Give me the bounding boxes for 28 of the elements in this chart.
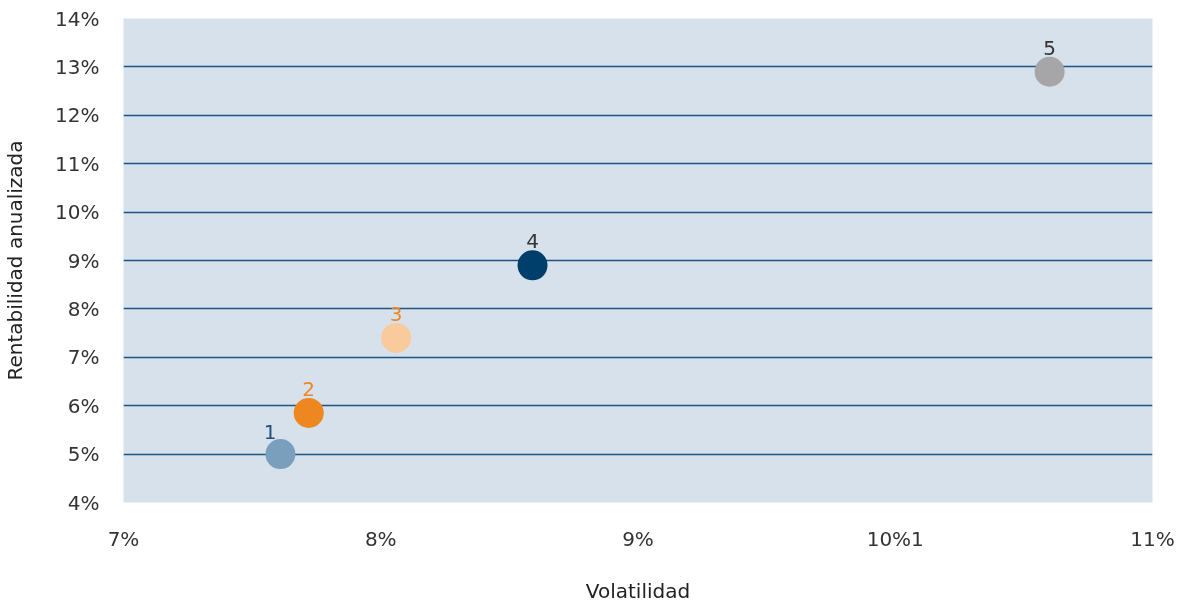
x-tick-label: 9% — [622, 526, 654, 551]
y-tick-label: 13% — [55, 54, 100, 79]
x-tick-label: 10%1 — [866, 526, 924, 551]
series-label: 3 — [389, 301, 403, 326]
y-tick-label: 4% — [67, 490, 100, 515]
series-label: 2 — [302, 376, 316, 401]
y-tick-label: 6% — [67, 393, 100, 418]
y-tick-label: 14% — [55, 6, 100, 31]
x-axis-title: Volatilidad — [585, 578, 691, 603]
y-tick-label: 10% — [55, 200, 100, 225]
y-tick-label: 9% — [67, 248, 100, 273]
y-tick-label: 12% — [55, 103, 100, 128]
series-label: 5 — [1043, 35, 1056, 60]
point — [517, 250, 548, 281]
series-label: 4 — [526, 229, 539, 254]
x-tick-label: 8% — [364, 526, 397, 551]
x-tick-label: 11% — [1130, 526, 1175, 551]
series-label: 1 — [263, 420, 277, 445]
y-tick-label: 8% — [67, 296, 100, 321]
x-tick-label: 7% — [107, 526, 140, 551]
point — [381, 322, 412, 353]
y-tick-label: 7% — [67, 345, 100, 370]
y-axis-title: Rentabilidad anualizada — [3, 140, 28, 381]
point — [293, 397, 324, 428]
point — [265, 439, 296, 470]
y-tick-label: 5% — [67, 442, 100, 467]
y-tick-label: 11% — [55, 151, 100, 176]
point — [1034, 56, 1065, 87]
